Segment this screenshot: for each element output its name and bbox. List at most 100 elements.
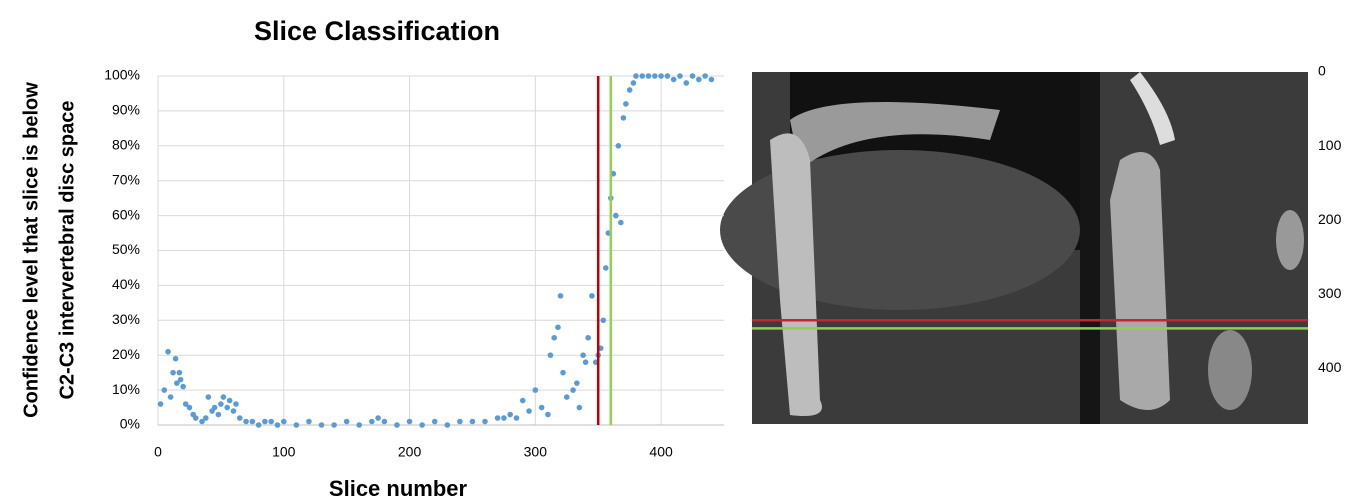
data-point [221,394,227,400]
chart-title: Slice Classification [254,16,500,46]
data-point [545,412,551,418]
data-point [560,370,566,376]
data-point [702,73,708,79]
y-tick-label: 70% [112,171,140,187]
data-point [237,415,243,421]
data-point [507,412,513,418]
data-point [665,73,671,79]
y-tick-label: 10% [112,381,140,397]
data-point [646,73,652,79]
data-point [231,408,237,414]
data-point [482,419,488,425]
data-point [603,265,609,271]
data-point [470,419,476,425]
x-tick-label: 300 [524,444,548,460]
data-point [495,415,501,421]
data-point [631,80,637,86]
data-point [187,405,193,411]
data-point [627,87,633,93]
data-point [375,415,381,421]
y-axis-title: Confidence level that slice is below [20,82,42,418]
y-tick-label: 50% [112,241,140,257]
data-point [394,422,400,428]
ct-image [720,72,1308,424]
x-tick-label: 0 [154,444,162,460]
data-point [639,73,645,79]
data-point [613,213,619,219]
data-point [444,422,450,428]
data-point [243,419,249,425]
data-point [344,419,350,425]
image-y-tick-label: 100 [1318,137,1342,153]
data-point [671,77,677,83]
data-point [580,352,586,358]
data-point [520,398,526,404]
data-point [250,419,256,425]
data-point [677,73,683,79]
data-point [369,419,375,425]
data-point [548,352,554,358]
figure: Slice Classification Slice number Confid… [0,0,1348,503]
data-point [709,77,715,83]
data-point [161,387,167,393]
data-point [218,401,224,407]
y-tick-label: 40% [112,276,140,292]
data-point [294,422,300,428]
y-tick-label: 60% [112,206,140,222]
data-point [574,380,580,386]
data-point [256,422,262,428]
data-point [170,370,176,376]
data-point [180,384,186,390]
data-point [658,73,664,79]
x-tick-label: 400 [649,444,673,460]
data-point [262,419,268,425]
data-point [281,419,287,425]
data-point [407,419,413,425]
data-point [233,401,239,407]
image-y-tick-label: 200 [1318,211,1342,227]
data-point [419,422,425,428]
data-point [165,349,171,355]
data-point [268,419,274,425]
data-point [585,335,591,341]
data-point [618,220,624,226]
data-point [158,401,164,407]
x-axis-title: Slice number [329,476,468,501]
data-point [457,419,463,425]
data-point [583,359,589,365]
data-point [173,356,179,362]
y-tick-label: 90% [112,102,140,118]
data-point [206,394,212,400]
x-tick-label: 200 [398,444,422,460]
image-y-tick-label: 300 [1318,285,1342,301]
y-tick-label: 30% [112,311,140,327]
y-tick-label: 100% [104,67,140,83]
data-point [177,370,183,376]
data-point [203,415,209,421]
data-point [633,73,639,79]
data-point [212,405,218,411]
data-point [319,422,325,428]
data-point [564,394,570,400]
data-point [652,73,658,79]
data-point [501,415,507,421]
data-point [193,415,199,421]
y-tick-label: 0% [120,416,140,432]
data-point [178,377,184,383]
data-point [432,419,438,425]
data-point [577,405,583,411]
data-point [306,419,312,425]
data-point [275,422,281,428]
data-point [589,293,595,299]
image-y-tick-label: 400 [1318,359,1342,375]
data-point [558,293,564,299]
data-point [227,398,233,404]
data-point [690,73,696,79]
data-point [551,335,557,341]
data-point [623,101,629,107]
data-point [168,394,174,400]
x-tick-label: 100 [272,444,296,460]
y-tick-label: 20% [112,346,140,362]
data-point [356,422,362,428]
y-axis-title: C2-C3 intervertebral disc space [56,100,78,399]
